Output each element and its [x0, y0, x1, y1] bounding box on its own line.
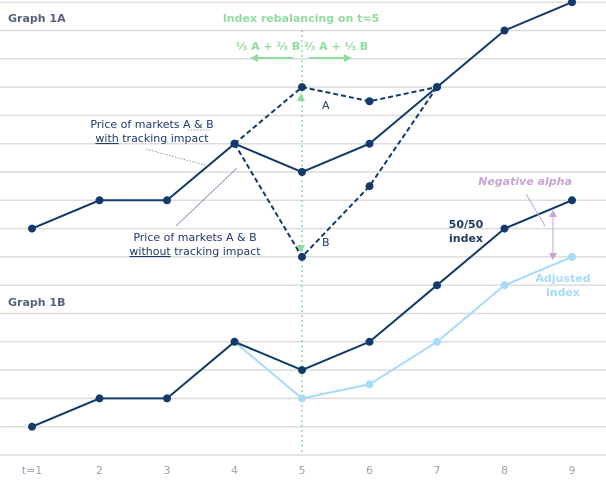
left-weights-label: ⅓ A + ⅔ B: [236, 40, 300, 53]
data-point-adjusted: [365, 380, 374, 389]
data-point-A: [298, 83, 306, 92]
data-point-index: [28, 422, 36, 431]
series-line-adjusted: [233, 255, 573, 400]
data-point-adjusted: [568, 252, 576, 261]
with-impact-label-line1: Price of markets A & B: [90, 118, 213, 131]
data-point-adjusted: [298, 394, 306, 403]
up-arrow-head: [297, 93, 305, 101]
data-point-index: [365, 337, 374, 346]
right-arrow-head: [344, 54, 352, 62]
data-point-adjusted: [500, 281, 509, 290]
data-point-index: [568, 196, 576, 205]
data-point-index: [95, 196, 104, 205]
adjusted-label-line1: Adjusted: [535, 272, 590, 285]
data-point-index: [500, 224, 509, 233]
series-line-A: [233, 86, 438, 145]
x-tick-label: 2: [96, 464, 103, 477]
left-arrow-head: [250, 54, 258, 62]
data-point-index: [163, 196, 171, 205]
x-tick-label: 5: [299, 464, 306, 477]
data-point-index: [230, 139, 239, 148]
data-point-adjusted: [433, 337, 441, 346]
leader-lines: [145, 129, 238, 227]
adjusted-label-line2: index: [546, 286, 580, 299]
x-tick-label: 9: [569, 464, 576, 477]
data-point-index: [163, 394, 171, 403]
with-impact-label-line2: with tracking impact: [95, 132, 209, 145]
x-tick-labels: t=1 2 3 4 5 6 7 8 9: [22, 464, 576, 477]
data-point-A: [365, 97, 374, 106]
data-point-index: [230, 337, 239, 346]
gridlines: [0, 1, 606, 456]
down-arrow-head: [297, 245, 305, 253]
x-tick-label: 8: [501, 464, 508, 477]
data-point-index: [95, 394, 104, 403]
data-point-index: [298, 366, 306, 375]
data-point-index: [433, 83, 441, 92]
data-point-index: [298, 168, 306, 176]
graph-1b-title: Graph 1B: [8, 296, 65, 309]
data-point-index: [28, 224, 36, 233]
negative-alpha-label: Negative alpha: [478, 175, 572, 188]
x-tick-label: 6: [366, 464, 373, 477]
rebalance-label: Index rebalancing on t=5: [223, 12, 380, 25]
series-layer: [28, 0, 576, 431]
series-line-B: [233, 86, 438, 259]
right-weights-label: ⅔ A + ⅓ B: [304, 40, 368, 53]
x-tick-label: 3: [164, 464, 171, 477]
data-point-index: [568, 0, 576, 7]
x-tick-label: 4: [231, 464, 238, 477]
weight-arrows: [250, 54, 352, 253]
data-point-B: [298, 252, 306, 261]
negative-alpha-arrow: [525, 193, 557, 260]
graph-1a-title: Graph 1A: [8, 12, 66, 25]
series-b-label: B: [322, 236, 330, 249]
without-impact-label-line1: Price of markets A & B: [133, 231, 256, 244]
data-point-index: [365, 139, 374, 148]
x-tick-label: t=1: [22, 464, 43, 477]
index-label-line1: 50/50: [449, 218, 484, 231]
index-label-line2: index: [449, 232, 483, 245]
data-point-B: [365, 182, 374, 191]
x-tick-label: 7: [434, 464, 441, 477]
series-a-label: A: [322, 99, 330, 112]
without-impact-label-line2: without tracking impact: [129, 245, 261, 258]
data-point-index: [500, 26, 509, 35]
data-point-index: [433, 281, 441, 290]
